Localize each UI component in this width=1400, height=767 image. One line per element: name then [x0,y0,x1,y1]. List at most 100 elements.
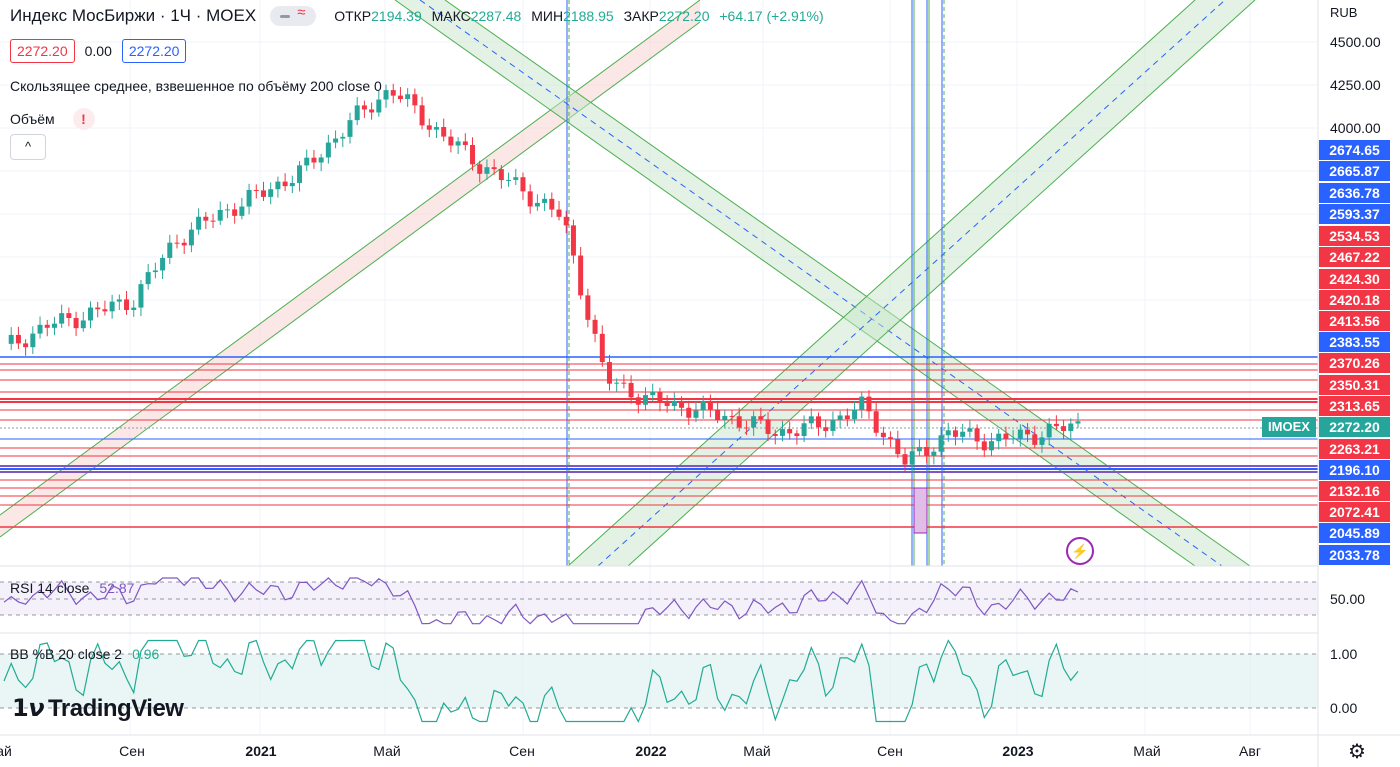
price-label: 2132.16 [1319,481,1390,501]
candle-body [124,299,130,311]
candle-body [888,437,894,440]
candle-body [347,120,353,137]
candle-body [801,423,807,436]
candle-body [758,416,764,420]
candle-body [830,419,836,431]
x-tick: 2023 [1002,743,1034,759]
bid-box[interactable]: 2272.20 [10,39,75,63]
symbol-legend[interactable]: Индекс МосБиржи · 1Ч · MOEX ≈ ОТКР2194.3… [10,4,830,26]
x-tick: Май [743,743,771,759]
candle-body [707,400,713,410]
compare-toggle[interactable]: ≈ [270,4,317,26]
candle-body [30,333,36,348]
candle-body [333,138,339,143]
candle-body [109,301,115,312]
candle-body [354,105,360,121]
symbol-tag[interactable]: IMOEX [1262,417,1316,437]
rsi-tick: 50.00 [1330,591,1366,607]
candle-body [239,206,245,216]
candle-body [686,407,692,418]
candle-body [325,142,331,158]
candle-body [15,334,21,344]
candle-body [981,441,987,451]
candle-body [340,136,346,139]
x-tick: Сен [119,743,145,759]
candles [8,83,1081,473]
candle-body [174,242,180,244]
candle-body [1017,429,1023,439]
candle-body [369,109,375,113]
open-key: ОТКР [334,8,372,24]
currency-label[interactable]: RUB [1330,5,1358,20]
candle-body [823,427,829,431]
y-tick: 4500.00 [1330,34,1381,50]
rsi-pane [0,565,1318,625]
ask-box[interactable]: 2272.20 [121,39,187,63]
candle-body [866,396,872,412]
gear-icon[interactable]: ⚙ [1348,741,1366,763]
ohlc-values: ОТКР2194.39 МАКС2287.48 МИН2188.95 ЗАКР2… [334,8,829,24]
collapse-legend-button[interactable]: ^ [10,134,46,160]
candle-body [614,382,620,384]
tv-logo-icon: 𝟭𝞶 [12,695,45,722]
candle-body [304,157,310,166]
candle-body [556,209,562,217]
x-tick: Сен [509,743,535,759]
selection-box[interactable] [913,487,928,534]
candle-body [253,189,259,191]
rsi-legend[interactable]: RSI 14 close 52.87 [10,580,134,596]
y-tick: 4000.00 [1330,120,1381,136]
candle-body [852,410,858,420]
price-label: 2313.65 [1319,396,1390,416]
candle-body [743,427,749,429]
candle-body [66,313,72,318]
candle-body [1075,421,1081,424]
candle-body [844,415,850,420]
candle-body [318,157,324,163]
candle-body [73,317,79,329]
y-tick: 4250.00 [1330,77,1381,93]
candle-body [260,190,266,197]
price-label: 2370.26 [1319,353,1390,373]
candle-body [989,441,995,451]
candle-body [455,141,461,146]
candle-body [570,225,576,256]
candle-body [794,433,800,436]
candle-body [462,141,468,145]
price-label: 2413.56 [1319,311,1390,331]
candle-body [916,447,922,452]
candle-body [145,272,151,285]
price-label: 2383.55 [1319,332,1390,352]
tradingview-logo[interactable]: 𝟭𝞶 TradingView [12,694,184,723]
candle-body [361,105,367,110]
candle-body [816,416,822,428]
price-label: 2045.89 [1319,523,1390,543]
bb-legend[interactable]: BB %B 20 close 2 0.96 [10,646,159,662]
candle-body [289,182,295,187]
candle-body [59,313,65,324]
lightning-icon[interactable]: ⚡ [1066,537,1094,565]
candle-body [779,429,785,436]
candle-body [1025,429,1031,435]
candle-body [837,415,843,420]
candle-body [765,419,771,434]
chevron-up-icon: ^ [24,139,32,154]
candle-body [390,90,396,96]
volume-legend[interactable]: Объём ! [10,108,95,130]
x-tick: 2022 [635,743,667,759]
symbol-title[interactable]: Индекс МосБиржи · 1Ч · MOEX [10,6,257,25]
vwma-legend[interactable]: Скользящее среднее, взвешенное по объёму… [10,78,382,94]
candle-body [102,309,108,312]
wave-icon: ≈ [297,4,306,21]
candle-body [671,400,677,406]
candle-body [87,307,93,321]
warning-icon[interactable]: ! [72,108,95,130]
candle-body [419,105,425,126]
candle-body [578,255,584,296]
candle-body [751,416,757,428]
bb-line [3,639,1079,723]
candle-body [902,454,908,465]
candle-body [772,433,778,436]
candle-body [599,333,605,363]
